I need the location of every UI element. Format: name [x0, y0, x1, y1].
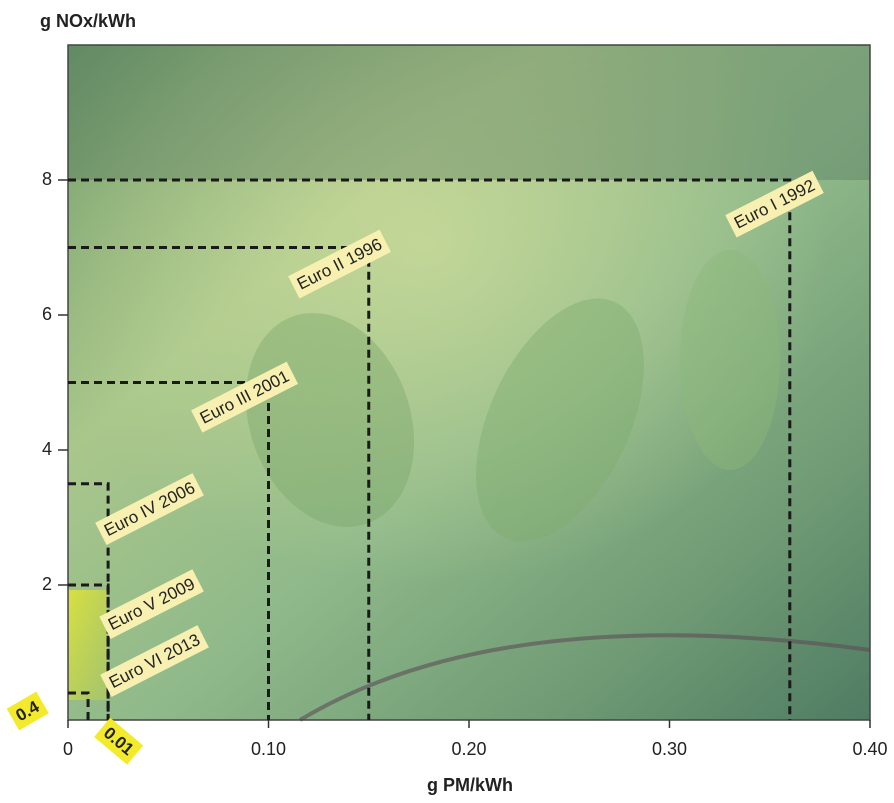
y-tick-label: 6 — [42, 304, 52, 324]
plot-shade — [68, 45, 870, 180]
leaf — [476, 298, 644, 542]
label-background — [191, 361, 299, 433]
x-axis-label: g PM/kWh — [427, 775, 513, 795]
y-tick-label: 2 — [42, 574, 52, 594]
x-tick-label: 0.10 — [251, 739, 286, 759]
branch — [298, 633, 871, 722]
x-tick-label: 0 — [63, 739, 73, 759]
highlight — [68, 590, 108, 700]
label-background — [6, 691, 49, 731]
y-axis-label: g NOx/kWh — [40, 11, 136, 31]
y-tick-label: 4 — [42, 439, 52, 459]
label-background — [95, 473, 204, 546]
limit-box — [68, 178, 792, 720]
label-group: 0.4 — [6, 691, 49, 731]
x-tick-label: 0.20 — [451, 739, 486, 759]
label-background — [99, 569, 204, 639]
label-background — [725, 170, 824, 238]
label-background — [100, 625, 209, 698]
y-tick-label: 8 — [42, 169, 52, 189]
limit-box — [68, 691, 90, 720]
label-background — [288, 229, 391, 299]
leaf — [680, 250, 780, 470]
label-background — [94, 717, 144, 765]
x-tick-label: 0.40 — [852, 739, 887, 759]
label-group: 0.01 — [94, 717, 144, 765]
x-tick-label: 0.30 — [652, 739, 687, 759]
